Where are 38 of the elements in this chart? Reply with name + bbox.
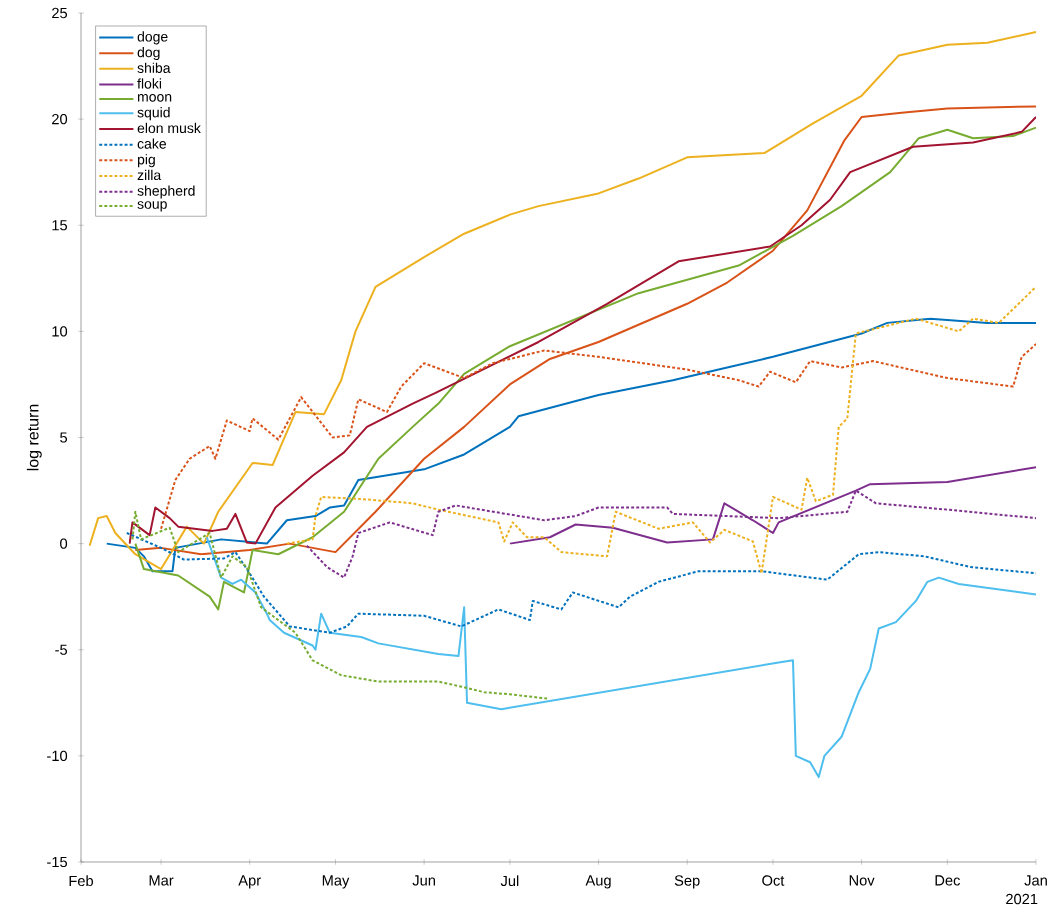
x-tick-label: May — [322, 875, 350, 889]
x-tick-label: Jan — [1024, 875, 1047, 886]
y-tick-label: 5 — [60, 432, 68, 443]
legend-label: zilla — [137, 169, 162, 181]
y-tick-label: 0 — [60, 538, 68, 549]
legend-label: dog — [137, 47, 160, 61]
y-tick-label: -5 — [55, 644, 68, 655]
legend-label: shiba — [137, 62, 171, 73]
line-series — [88, 31, 1037, 571]
x-tick-label: Feb — [69, 875, 94, 887]
legend-label: doge — [137, 31, 168, 45]
x-tick-label: Aug — [585, 875, 611, 889]
legend-label: floki — [137, 78, 162, 89]
line-series — [285, 285, 1037, 575]
legend-label: soup — [137, 201, 167, 212]
legend-label: shepherd — [137, 185, 195, 199]
x-tick-label: Jul — [500, 875, 519, 887]
x-tick-label: Apr — [238, 875, 261, 889]
y-tick-label: 20 — [52, 113, 68, 125]
y-tick-label: 25 — [52, 7, 68, 19]
x-tick-label: Dec — [935, 875, 961, 886]
x-tick-label: Nov — [849, 875, 875, 886]
y-axis-title: log return — [26, 404, 42, 471]
legend-label: elon musk — [137, 122, 201, 134]
legend-label: squid — [137, 107, 170, 121]
y-tick-label: 10 — [52, 326, 68, 337]
legend-label: moon — [137, 94, 172, 102]
x-tick-label: Mar — [149, 875, 174, 886]
y-tick-label: -15 — [47, 856, 68, 868]
line-series — [205, 536, 1037, 779]
y-tick-label: -10 — [47, 750, 68, 762]
x-tick-label: Oct — [762, 875, 785, 886]
x-tick-label: Sep — [674, 875, 700, 889]
legend-label: pig — [137, 154, 155, 168]
x-tick-label: Jun — [412, 875, 435, 886]
legend-label: cake — [137, 138, 167, 149]
y-tick-label: 15 — [52, 220, 68, 231]
text: 2021 — [1006, 893, 1038, 905]
